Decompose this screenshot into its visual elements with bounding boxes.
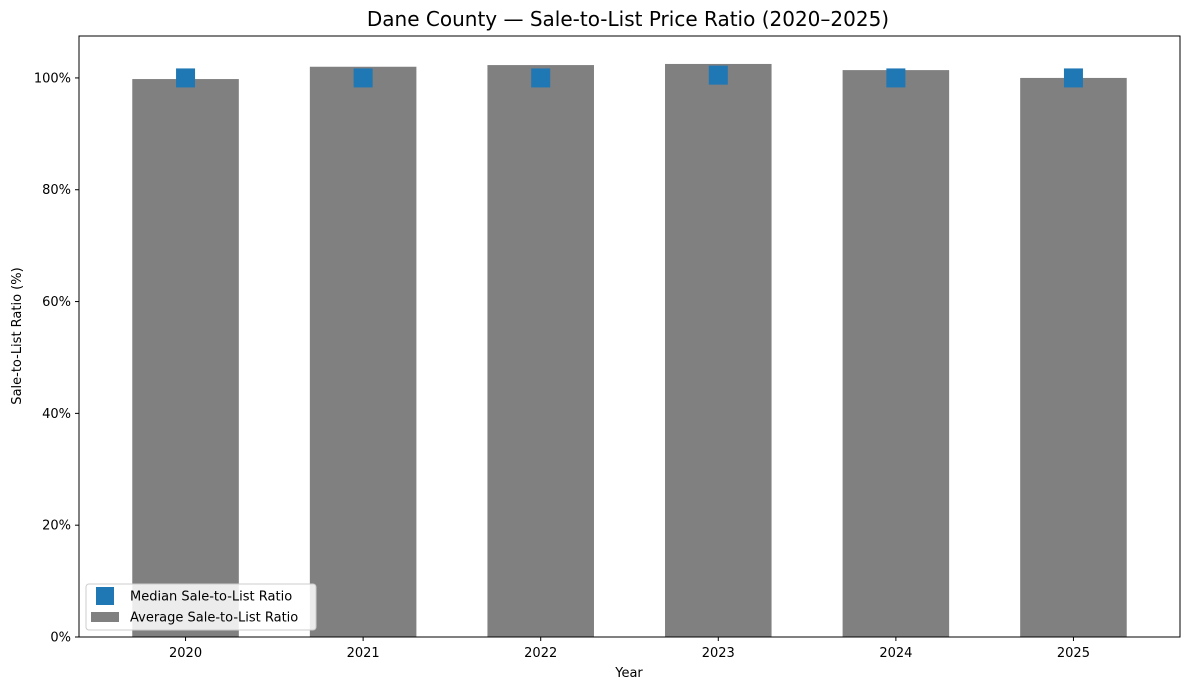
plot-frame [78,35,1181,638]
y-tick-label: 40% [42,407,71,422]
y-tick-label: 80% [42,183,71,198]
legend-swatch-average [91,612,119,622]
bar-average-2025 [1020,77,1127,637]
y-axis-ticks: 0% 20% 40% 60% 80% 100% [34,71,79,646]
marker-median-2025 [1063,68,1083,88]
marker-median-2024 [886,68,906,88]
x-tick-label: 2022 [524,646,557,661]
y-tick-label: 100% [34,71,71,86]
marker-median-2021 [353,68,373,88]
bar-average-2023 [665,63,772,637]
y-tick-label: 60% [42,295,71,310]
legend-marker-median [96,587,114,605]
bar-average-2020 [132,79,239,638]
x-tick-label: 2025 [1057,646,1090,661]
y-axis-label: Sale-to-List Ratio (%) [10,267,25,404]
marker-median-2020 [176,68,196,88]
bar-average-2021 [309,66,417,637]
x-tick-label: 2024 [879,646,912,661]
y-tick-label: 0% [50,631,71,646]
x-tick-label: 2023 [702,646,735,661]
legend: Median Sale-to-List Ratio Average Sale-to… [85,583,317,631]
y-tick-label: 20% [42,519,71,534]
x-axis-label: Year [614,666,643,681]
chart-title: Dane County — Sale-to-List Price Ratio (… [367,7,889,31]
bar-average-2024 [842,70,950,637]
bar-average-2022 [487,65,594,637]
marker-median-2023 [708,65,728,85]
x-tick-label: 2020 [169,646,202,661]
plot-area [78,35,1181,638]
x-tick-label: 2021 [347,646,380,661]
legend-box [85,583,317,631]
legend-label: Median Sale-to-List Ratio [130,590,292,605]
x-axis-ticks: 2020 2021 2022 2023 2024 2025 [169,637,1090,661]
marker-median-2022 [531,68,551,88]
legend-label: Average Sale-to-List Ratio [130,611,298,626]
